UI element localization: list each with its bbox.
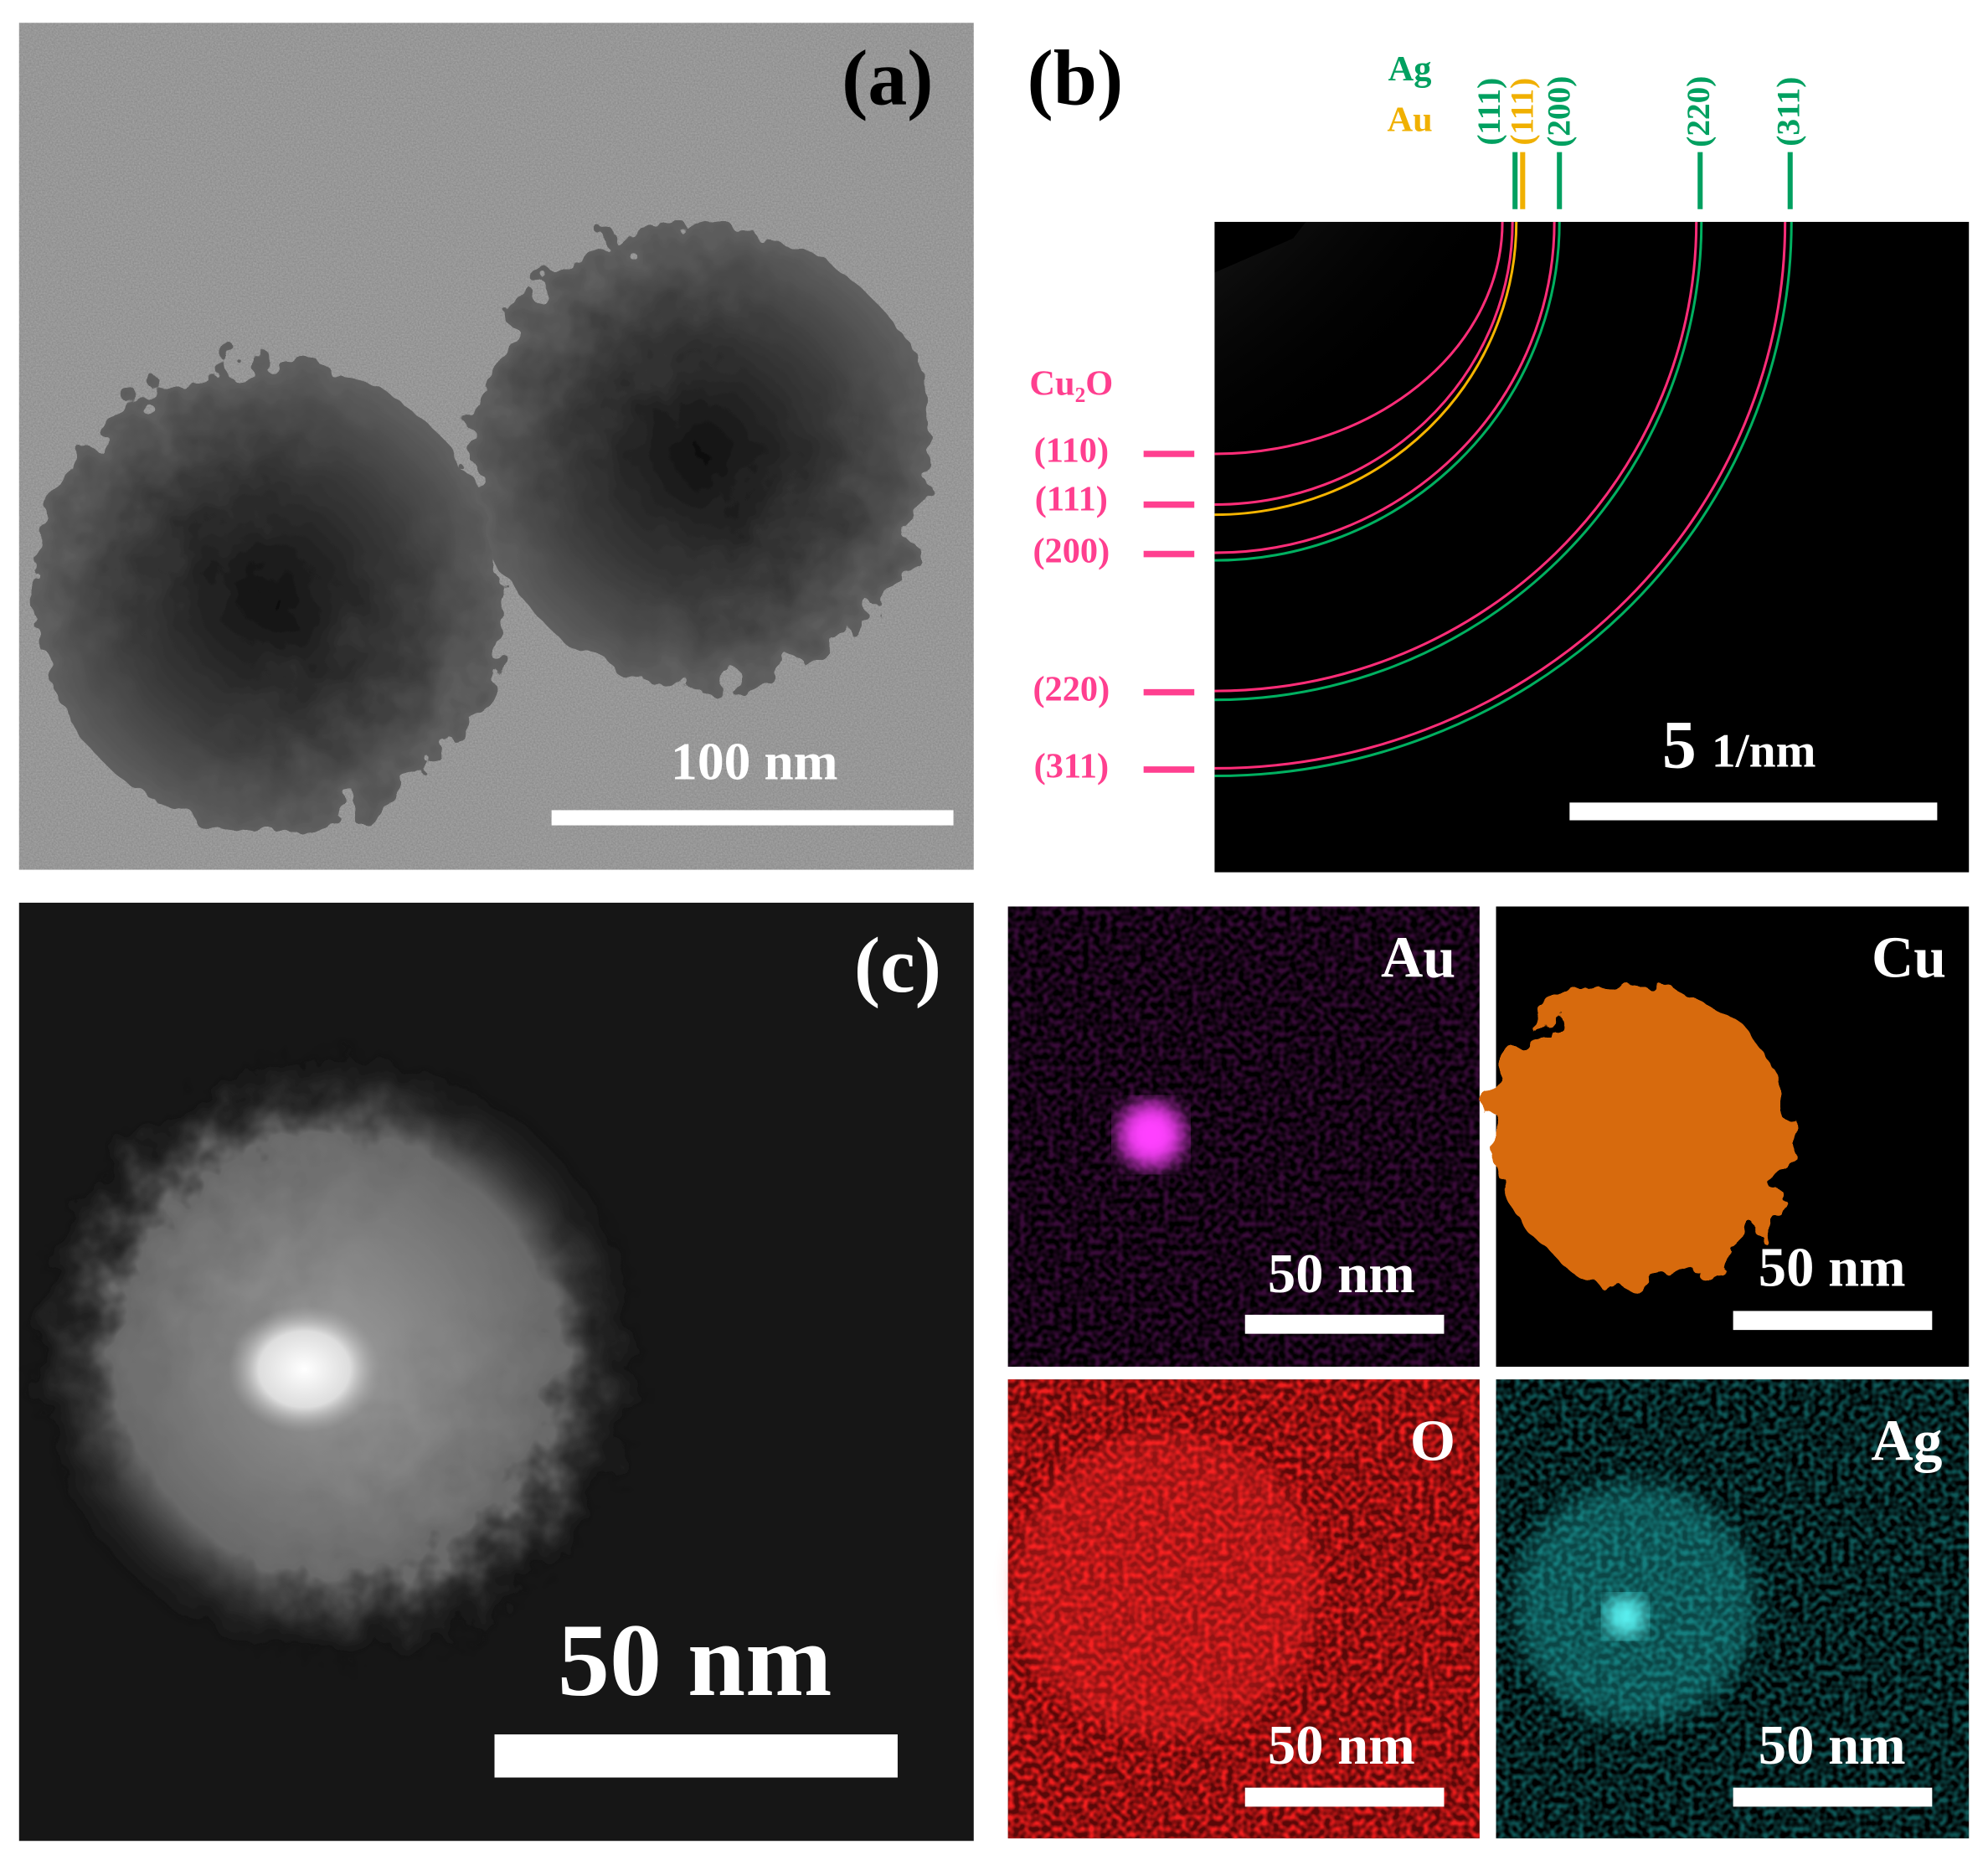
map-noise	[1007, 906, 1480, 1368]
scale-bar-label: 100 nm	[671, 732, 838, 791]
map-signal	[1118, 1101, 1185, 1168]
map-signal	[1491, 985, 1792, 1285]
plane-label: (111)	[1035, 479, 1108, 518]
element-label: O	[1410, 1409, 1455, 1473]
map-ag: 50 nm Ag	[1496, 1379, 1970, 1839]
plane-label: (220)	[1033, 669, 1110, 708]
panel-c: 50 nm (c)	[18, 902, 974, 1842]
element-label: Cu	[1872, 926, 1946, 991]
saed-pattern	[1214, 221, 1793, 777]
plane-label: (311)	[1769, 77, 1806, 147]
panel-a: 100 nm (a)	[18, 23, 974, 870]
scale-bar	[551, 810, 954, 826]
scale-bar	[494, 1734, 898, 1778]
bright-core	[228, 1306, 381, 1433]
top-planes: (111) (111) (200) (220) (311)	[1470, 76, 1806, 209]
panel-label: (b)	[1027, 34, 1124, 121]
panel-label: (c)	[854, 922, 941, 1009]
scale-bar-label: 50 nm	[1268, 1244, 1415, 1305]
plane-ticks	[1143, 451, 1195, 773]
scale-bar-label: 50 nm	[558, 1602, 832, 1718]
beam-glow	[1214, 221, 1633, 602]
plane-label: (111)	[1503, 78, 1540, 146]
beam-stop	[1214, 221, 1306, 273]
plane-label: (200)	[1033, 531, 1110, 570]
cu2o-planes: Cu₂O (110) (111) (200) (220) (311)	[1029, 363, 1195, 786]
map-o: 50 nm O	[1007, 1379, 1480, 1839]
map-cu: 50 nm Cu	[1491, 906, 1970, 1368]
scale-bar-label: 50 nm	[1759, 1715, 1906, 1776]
scale-bar	[1244, 1314, 1445, 1334]
scale-bar-label: 50 nm	[1268, 1715, 1415, 1776]
scale-bar	[1733, 1787, 1933, 1807]
map-signal	[1491, 985, 1792, 1285]
element-label: Au	[1381, 926, 1455, 991]
plane-label: (311)	[1034, 747, 1109, 786]
particle	[472, 225, 935, 688]
element-label: Ag	[1871, 1409, 1942, 1473]
scale-bar-label: 50 nm	[1759, 1237, 1906, 1298]
plane-label: (111)	[1470, 78, 1507, 146]
map-signal	[1014, 1432, 1319, 1738]
scale-bar	[1733, 1311, 1933, 1331]
cu2o-label: Cu₂O	[1029, 363, 1113, 403]
particles	[33, 225, 935, 831]
panel-label: (a)	[842, 34, 933, 121]
scale-bar-number: 5	[1662, 707, 1697, 783]
eds-maps: 50 nm Au 50 nm Cu 50 nm O 5	[1007, 906, 1970, 1839]
panel-b: 5 1/nm (b) Ag Au (111) (111) (200) (220)…	[1027, 34, 1970, 873]
particle	[33, 361, 504, 831]
legend-au: Au	[1387, 100, 1432, 140]
scale-bar	[1569, 802, 1938, 821]
map-au: 50 nm Au	[1007, 906, 1480, 1368]
plane-label: (200)	[1540, 76, 1577, 147]
legend-ag: Ag	[1388, 49, 1432, 89]
scale-bar	[1244, 1787, 1445, 1807]
plane-label: (220)	[1680, 76, 1717, 147]
map-signal	[1604, 1596, 1646, 1637]
scale-bar-unit: 1/nm	[1712, 725, 1816, 778]
plane-label: (110)	[1034, 431, 1109, 471]
